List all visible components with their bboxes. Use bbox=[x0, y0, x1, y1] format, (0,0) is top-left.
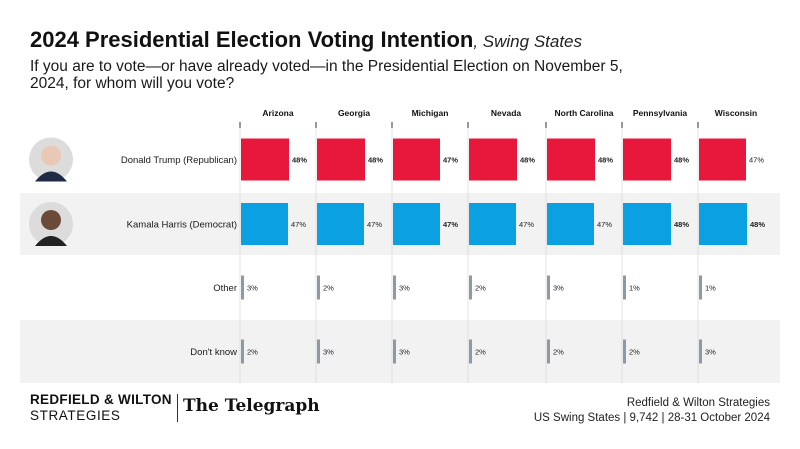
pollster-name-line2: STRATEGIES bbox=[30, 408, 121, 423]
chart-subtitle: , Swing States bbox=[473, 32, 583, 51]
bar-dont-know bbox=[393, 339, 396, 364]
harris-avatar-shoulders bbox=[35, 236, 67, 246]
value-label: 2% bbox=[629, 348, 640, 357]
column-header-wisconsin: Wisconsin bbox=[715, 108, 757, 118]
value-label: 3% bbox=[399, 348, 410, 357]
bar-trump bbox=[623, 138, 671, 181]
value-label: 48% bbox=[368, 156, 383, 165]
column-header-nevada: Nevada bbox=[491, 108, 522, 118]
value-label: 3% bbox=[705, 348, 716, 357]
chart-title: 2024 Presidential Election Voting Intent… bbox=[30, 27, 474, 52]
bar-trump bbox=[547, 138, 595, 181]
bar-harris bbox=[623, 203, 671, 245]
row-label: Other bbox=[213, 283, 237, 294]
bar-dont-know bbox=[469, 339, 472, 364]
bar-other bbox=[547, 275, 550, 300]
value-label: 3% bbox=[553, 284, 564, 293]
bar-harris bbox=[469, 203, 516, 245]
bar-trump bbox=[241, 138, 289, 181]
row-background-stripe bbox=[20, 320, 780, 383]
value-label: 3% bbox=[399, 284, 410, 293]
bar-dont-know bbox=[547, 339, 550, 364]
bar-harris bbox=[699, 203, 747, 245]
value-label: 48% bbox=[674, 156, 689, 165]
harris-avatar-face bbox=[41, 210, 61, 230]
bar-harris bbox=[547, 203, 594, 245]
value-label: 47% bbox=[597, 220, 612, 229]
bar-other bbox=[317, 275, 320, 300]
value-label: 48% bbox=[674, 220, 689, 229]
value-label: 2% bbox=[553, 348, 564, 357]
value-label: 47% bbox=[291, 220, 306, 229]
value-label: 3% bbox=[323, 348, 334, 357]
bar-dont-know bbox=[241, 339, 244, 364]
value-label: 2% bbox=[475, 284, 486, 293]
value-label: 47% bbox=[443, 156, 458, 165]
trump-avatar-face bbox=[41, 145, 61, 166]
value-label: 47% bbox=[367, 220, 382, 229]
pollster-name-line1: REDFIELD & WILTON bbox=[30, 392, 172, 407]
pollster-logo: REDFIELD & WILTON STRATEGIES bbox=[30, 392, 172, 423]
value-label: 48% bbox=[598, 156, 613, 165]
value-label: 1% bbox=[705, 284, 716, 293]
column-header-north-carolina: North Carolina bbox=[554, 108, 613, 118]
row-label: Kamala Harris (Democrat) bbox=[127, 220, 237, 231]
value-label: 47% bbox=[519, 220, 534, 229]
source-line-2: US Swing States | 9,742 | 28-31 October … bbox=[533, 412, 770, 424]
bar-other bbox=[241, 275, 244, 300]
column-header-arizona: Arizona bbox=[262, 108, 293, 118]
bar-other bbox=[469, 275, 472, 300]
column-header-michigan: Michigan bbox=[412, 108, 449, 118]
trump-avatar-shoulders bbox=[35, 171, 67, 182]
bar-other bbox=[699, 275, 702, 300]
source-note: Redfield & Wilton Strategies US Swing St… bbox=[534, 396, 770, 426]
column-header-georgia: Georgia bbox=[338, 108, 370, 118]
bar-harris bbox=[317, 203, 364, 245]
value-label: 48% bbox=[292, 156, 307, 165]
survey-question: If you are to vote—or have already voted… bbox=[30, 58, 623, 92]
bar-harris bbox=[241, 203, 288, 245]
bar-trump bbox=[317, 138, 365, 181]
bar-trump bbox=[699, 138, 746, 181]
bar-trump bbox=[393, 138, 440, 181]
value-label: 2% bbox=[323, 284, 334, 293]
bar-dont-know bbox=[699, 339, 702, 364]
bar-harris bbox=[393, 203, 440, 245]
bar-dont-know bbox=[317, 339, 320, 364]
value-label: 1% bbox=[629, 284, 640, 293]
value-label: 47% bbox=[749, 156, 764, 165]
value-label: 47% bbox=[443, 220, 458, 229]
chart: Arizona Georgia Michigan Nevada North Caroli… bbox=[20, 108, 780, 383]
value-label: 48% bbox=[750, 220, 765, 229]
logo-divider bbox=[177, 394, 178, 422]
bar-trump bbox=[469, 138, 517, 181]
value-label: 2% bbox=[247, 348, 258, 357]
source-line-1: Redfield & Wilton Strategies bbox=[626, 397, 770, 409]
bar-dont-know bbox=[623, 339, 626, 364]
title-row: 2024 Presidential Election Voting Intent… bbox=[30, 27, 582, 53]
value-label: 48% bbox=[520, 156, 535, 165]
column-header-pennsylvania: Pennsylvania bbox=[633, 108, 688, 118]
row-label: Donald Trump (Republican) bbox=[121, 155, 237, 166]
value-label: 2% bbox=[475, 348, 486, 357]
bar-other bbox=[623, 275, 626, 300]
row-label: Don't know bbox=[190, 347, 237, 358]
value-label: 3% bbox=[247, 284, 258, 293]
bar-other bbox=[393, 275, 396, 300]
telegraph-logo: The Telegraph bbox=[183, 396, 320, 416]
